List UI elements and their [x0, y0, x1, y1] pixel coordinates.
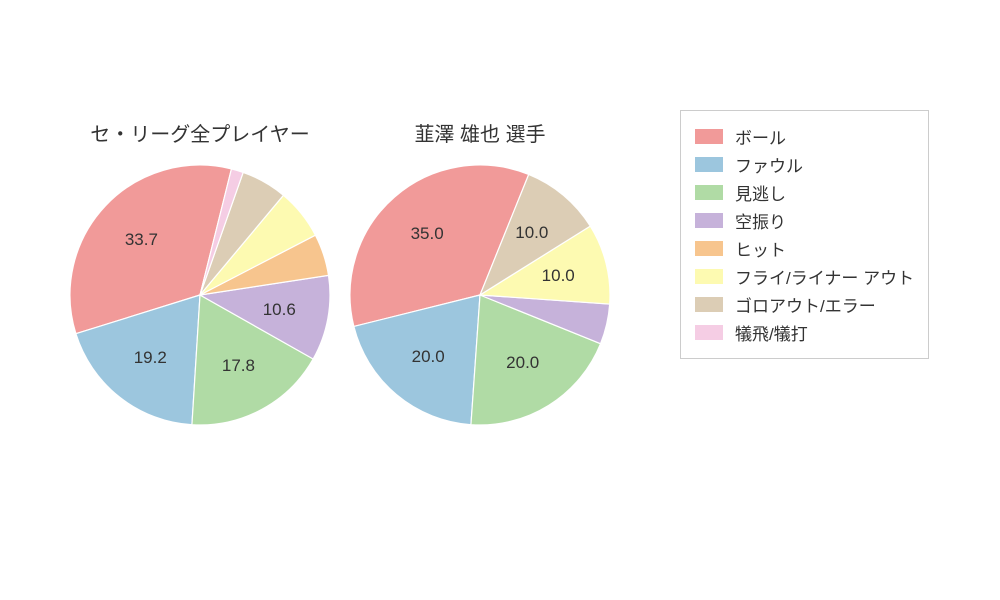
legend-label-swing_miss: 空振り: [735, 208, 786, 233]
legend-label-ball: ボール: [735, 124, 786, 149]
legend-item-looking: 見逃し: [695, 180, 914, 205]
legend-item-swing_miss: 空振り: [695, 208, 914, 233]
legend-swatch-ball: [695, 129, 723, 144]
pie-player: [350, 165, 610, 425]
legend-swatch-ground_err: [695, 297, 723, 312]
legend-swatch-swing_miss: [695, 213, 723, 228]
legend-swatch-hit: [695, 241, 723, 256]
legend-label-hit: ヒット: [735, 236, 786, 261]
slice-label-player-fly_liner: 10.0: [542, 266, 575, 286]
pie-svg-league: [70, 165, 330, 425]
chart-container: セ・リーグ全プレイヤー 韮澤 雄也 選手 ボールファウル見逃し空振りヒットフライ…: [0, 0, 1000, 600]
slice-label-league-swing_miss: 10.6: [263, 300, 296, 320]
legend-item-hit: ヒット: [695, 236, 914, 261]
legend-label-ground_err: ゴロアウト/エラー: [735, 292, 876, 317]
legend-swatch-foul: [695, 157, 723, 172]
slice-label-league-ball: 33.7: [125, 230, 158, 250]
pie-league: [70, 165, 330, 425]
slice-label-league-foul: 19.2: [134, 348, 167, 368]
legend-item-fly_liner: フライ/ライナー アウト: [695, 264, 914, 289]
legend-item-foul: ファウル: [695, 152, 914, 177]
legend-item-sac: 犠飛/犠打: [695, 320, 914, 345]
legend-label-sac: 犠飛/犠打: [735, 320, 808, 345]
slice-label-player-ground_err: 10.0: [515, 223, 548, 243]
legend-label-fly_liner: フライ/ライナー アウト: [735, 264, 914, 289]
legend-swatch-sac: [695, 325, 723, 340]
legend-item-ground_err: ゴロアウト/エラー: [695, 292, 914, 317]
pie-svg-player: [350, 165, 610, 425]
slice-label-player-foul: 20.0: [412, 347, 445, 367]
legend-item-ball: ボール: [695, 124, 914, 149]
chart-title-player: 韮澤 雄也 選手: [360, 118, 600, 147]
legend-label-looking: 見逃し: [735, 180, 786, 205]
legend: ボールファウル見逃し空振りヒットフライ/ライナー アウトゴロアウト/エラー犠飛/…: [680, 110, 929, 359]
legend-label-foul: ファウル: [735, 152, 803, 177]
slice-label-league-looking: 17.8: [222, 356, 255, 376]
legend-swatch-looking: [695, 185, 723, 200]
slice-label-player-looking: 20.0: [506, 353, 539, 373]
slice-label-player-ball: 35.0: [411, 224, 444, 244]
legend-swatch-fly_liner: [695, 269, 723, 284]
chart-title-league: セ・リーグ全プレイヤー: [80, 118, 320, 147]
